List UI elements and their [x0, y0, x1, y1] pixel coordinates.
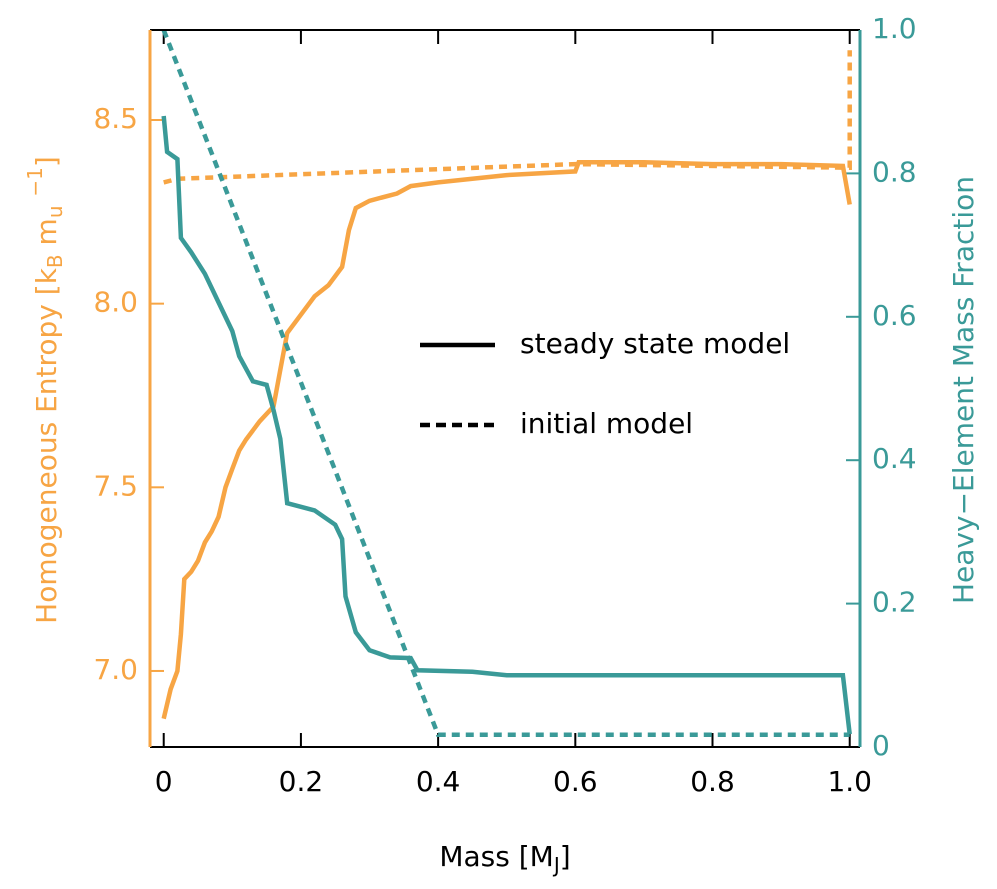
y-tick-label: 7.0 [93, 653, 138, 686]
y-tick-label: 7.5 [93, 469, 138, 502]
x-tick-label: 0 [155, 765, 173, 798]
y-tick-label: 8.5 [93, 102, 138, 135]
x-label-part: Mass [M [439, 840, 553, 873]
y2-tick-label: 0.2 [872, 586, 917, 619]
y2-tick-label: 0.6 [872, 299, 917, 332]
legend-label: steady state model [520, 327, 790, 360]
y-label-part: m [30, 218, 63, 254]
y2-axis-label: Heavy−Element Mass Fraction [947, 176, 980, 604]
y-label-part [30, 197, 63, 206]
y-label-part: Homogeneous Entropy [k [30, 267, 63, 624]
data-line [161, 115, 852, 735]
y-axis-label: Homogeneous Entropy [kB mu −1] [23, 156, 67, 624]
y2-tick-label: 0.4 [872, 442, 917, 475]
x-tick-label: 0.8 [690, 765, 735, 798]
x-label-part: ] [560, 840, 571, 873]
x-tick-label: 1.0 [827, 765, 872, 798]
x-tick-label: 0.6 [553, 765, 598, 798]
x-tick-label: 0.2 [279, 765, 324, 798]
data-line [163, 50, 852, 185]
x-tick-label: 0.4 [416, 765, 461, 798]
legend-label: initial model [520, 407, 693, 440]
y2-tick-label: 0.8 [872, 155, 917, 188]
y2-tick-label: 1.0 [872, 12, 917, 45]
y-label-sub: B [43, 254, 67, 268]
y-label-sub: u [43, 205, 67, 218]
y2-tick-label: 0 [872, 729, 890, 762]
y-tick-label: 8.0 [93, 286, 138, 319]
y-label-sup: −1 [23, 167, 47, 196]
data-line [161, 29, 850, 738]
y-label-part: ] [30, 156, 63, 167]
x-axis-label: Mass [MJ] [439, 840, 570, 877]
x-label-sub: J [552, 853, 560, 877]
data-line [161, 159, 852, 720]
